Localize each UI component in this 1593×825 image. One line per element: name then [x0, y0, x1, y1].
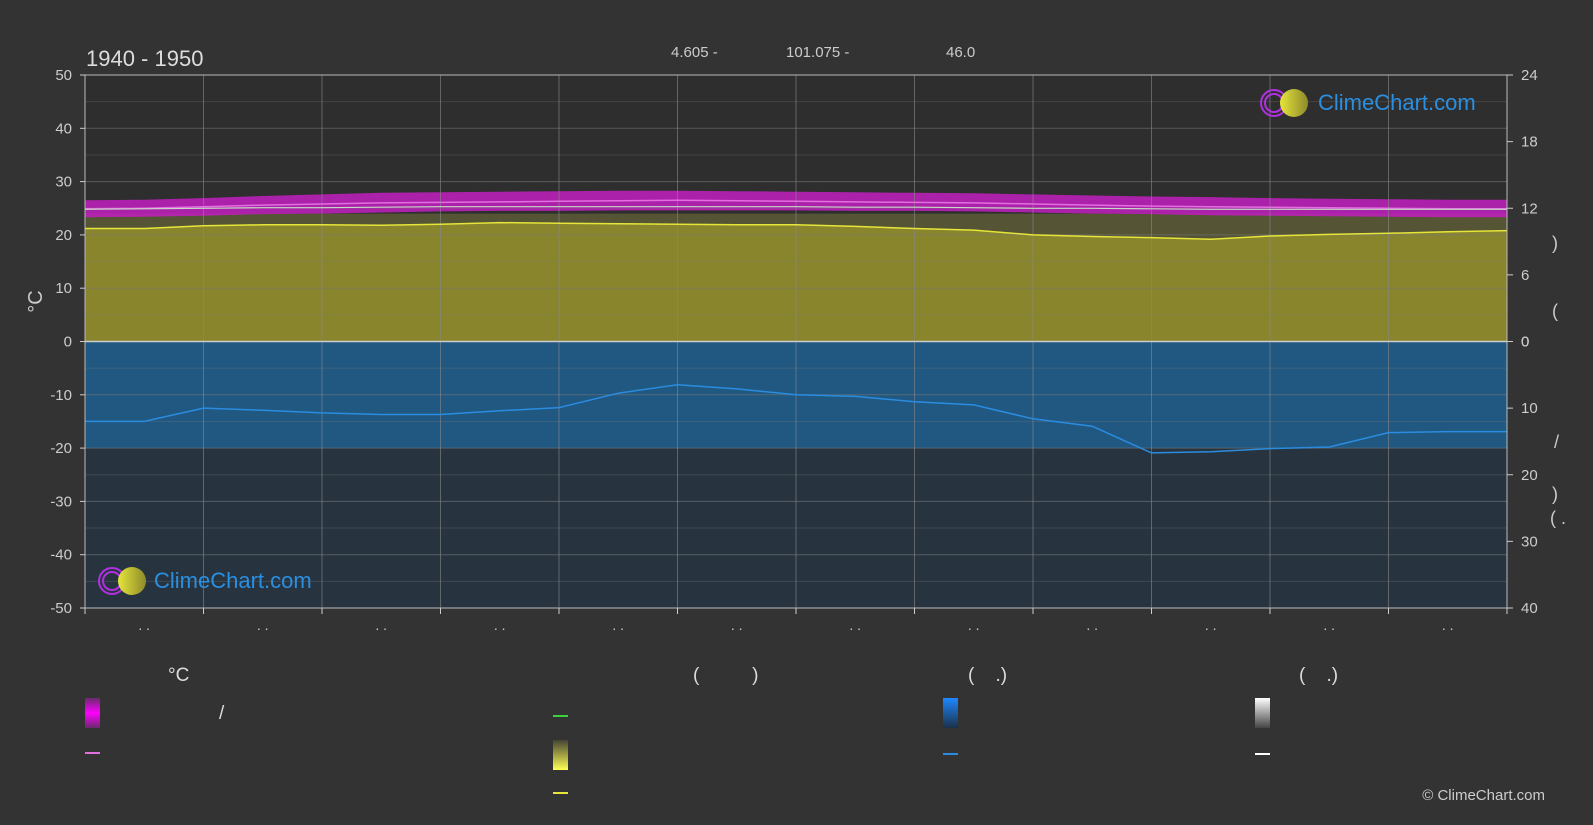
legend-col1-header: °C — [168, 665, 190, 686]
brand-logo-top: ClimeChart.com — [1314, 90, 1476, 116]
legend-snow-swatch — [1255, 698, 1270, 728]
series-line-temp-mean — [84, 199, 1507, 210]
x-tick-label-11: . . — [1442, 617, 1454, 633]
right-axis-label-c: ) — [1552, 484, 1558, 504]
right-upper-tick-label-1: 18 — [1521, 134, 1538, 151]
y-tick-label-3: 20 — [55, 227, 72, 244]
right-upper-tick-label-0: 24 — [1521, 67, 1538, 84]
x-tick-label-6: . . — [849, 617, 861, 633]
x-tick-label-8: . . — [1086, 617, 1098, 633]
header-stat-2: 101.075 - — [786, 44, 850, 61]
y-tick-label-8: -30 — [50, 493, 72, 510]
right-upper-tick-label-4: 0 — [1521, 334, 1529, 351]
right-lower-tick-label-4: 40 — [1521, 600, 1538, 617]
y-tick-label-1: 40 — [55, 120, 72, 137]
legend-rain-swatch — [943, 698, 958, 728]
legend-temp-range-swatch — [85, 698, 100, 728]
series-line-sunshine — [85, 221, 1508, 240]
legend-temp-line-swatch — [85, 752, 100, 754]
y-tick-label-10: -50 — [50, 600, 72, 617]
logo-sun-icon — [1280, 89, 1308, 117]
x-tick-label-7: . . — [968, 617, 980, 633]
x-tick-label-10: . . — [1323, 617, 1335, 633]
legend-snow-line-swatch — [1255, 753, 1270, 755]
right-upper-tick-label-2: 12 — [1521, 200, 1538, 217]
header-stat-3: 46.0 — [946, 44, 976, 61]
x-tick-label-3: . . — [494, 617, 506, 633]
copyright: © ClimeChart.com — [1422, 787, 1545, 804]
series-line-daylight — [84, 206, 1507, 210]
right-axis-label-b: ( — [1552, 301, 1558, 321]
y-tick-label-6: -10 — [50, 387, 72, 404]
y-tick-label-2: 30 — [55, 174, 72, 191]
right-axis-label-d: ( . — [1550, 508, 1566, 528]
y-tick-label-0: 50 — [55, 67, 72, 84]
right-axis-label-a: ) — [1552, 233, 1558, 253]
x-tick-label-2: . . — [375, 617, 387, 633]
brand-text-bottom: ClimeChart.com — [154, 568, 312, 593]
y-axis-label: °C — [25, 290, 47, 312]
legend-rain-line-swatch — [943, 753, 958, 755]
grid-lines — [85, 74, 1507, 609]
right-upper-tick-label-3: 6 — [1521, 267, 1529, 284]
logo-sun-icon-2 — [118, 567, 146, 595]
legend-green-line-swatch — [553, 715, 568, 717]
series-line-rain — [85, 383, 1507, 454]
legend-col1-slash: / — [219, 703, 225, 724]
legend-sunshine-swatch — [553, 740, 568, 770]
x-tick-label-5: . . — [731, 617, 743, 633]
legend-sunshine-line-swatch — [553, 792, 568, 794]
brand-logo-bottom: ClimeChart.com — [150, 568, 312, 594]
x-tick-label-0: . . — [138, 617, 150, 633]
right-lower-tick-label-2: 20 — [1521, 467, 1538, 484]
logo-bottom-left — [98, 567, 146, 595]
y-tick-label-5: 0 — [64, 334, 72, 351]
series-lines — [84, 199, 1508, 454]
x-tick-label-9: . . — [1205, 617, 1217, 633]
logo-top-right — [1260, 89, 1308, 117]
y-tick-label-9: -40 — [50, 547, 72, 564]
x-tick-label-1: . . — [257, 617, 269, 633]
y-tick-label-7: -20 — [50, 440, 72, 457]
brand-text-top: ClimeChart.com — [1318, 90, 1476, 115]
right-lower-tick-label-0: 0 — [1521, 334, 1529, 351]
right-lower-tick-label-1: 10 — [1521, 400, 1538, 417]
right-lower-tick-label-3: 30 — [1521, 533, 1538, 550]
legend-col3-header: ( .) — [968, 665, 1008, 686]
right-axis-label-slash: / — [1554, 432, 1560, 452]
legend-col4-header: ( .) — [1299, 665, 1339, 686]
x-tick-label-4: . . — [612, 617, 624, 633]
chart-title: 1940 - 1950 — [86, 46, 204, 71]
header-stat-1: 4.605 - — [671, 44, 718, 61]
axes: 50403020100-10-20-30-40-50°C241812600102… — [25, 67, 1538, 633]
y-tick-label-4: 10 — [55, 280, 72, 297]
legend-col2-header: ( ) — [693, 665, 759, 686]
